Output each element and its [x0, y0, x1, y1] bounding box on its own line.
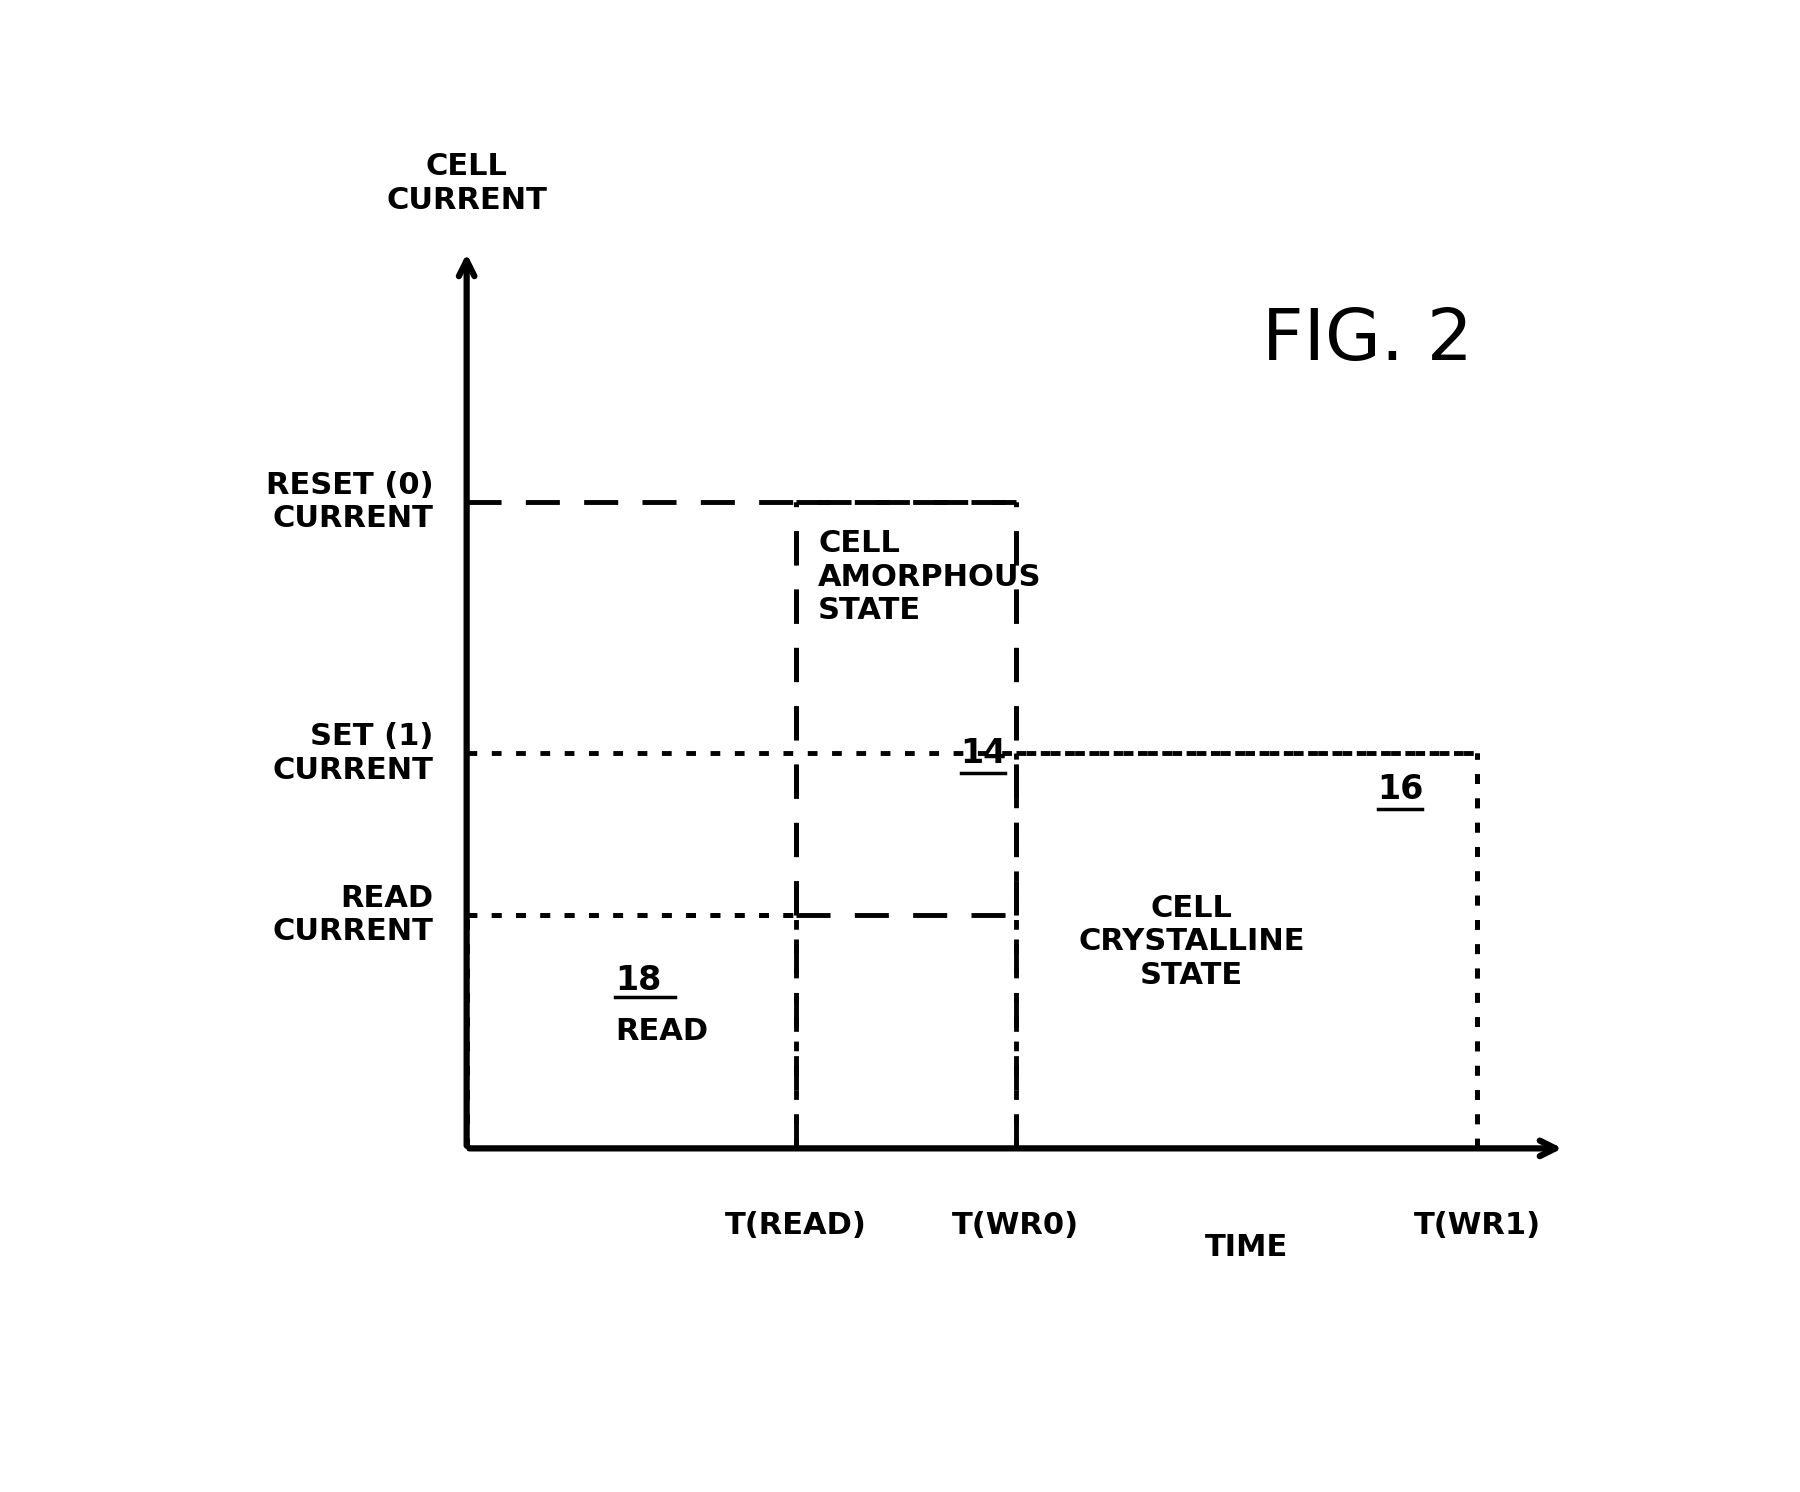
Text: 14: 14: [959, 737, 1006, 770]
Text: READ: READ: [616, 1018, 707, 1046]
Text: CELL
AMORPHOUS
STATE: CELL AMORPHOUS STATE: [819, 530, 1042, 625]
Text: 18: 18: [616, 964, 661, 997]
Text: T(READ): T(READ): [725, 1212, 868, 1240]
Text: READ
CURRENT: READ CURRENT: [274, 883, 434, 946]
Text: CELL
CURRENT: CELL CURRENT: [387, 152, 547, 215]
Text: SET (1)
CURRENT: SET (1) CURRENT: [274, 722, 434, 785]
Text: RESET (0)
CURRENT: RESET (0) CURRENT: [266, 471, 434, 534]
Text: T(WR1): T(WR1): [1413, 1212, 1541, 1240]
Text: 16: 16: [1377, 773, 1424, 806]
Text: FIG. 2: FIG. 2: [1262, 306, 1472, 374]
Text: T(WR0): T(WR0): [952, 1212, 1080, 1240]
Text: TIME: TIME: [1204, 1232, 1289, 1262]
Text: CELL
CRYSTALLINE
STATE: CELL CRYSTALLINE STATE: [1078, 894, 1305, 991]
